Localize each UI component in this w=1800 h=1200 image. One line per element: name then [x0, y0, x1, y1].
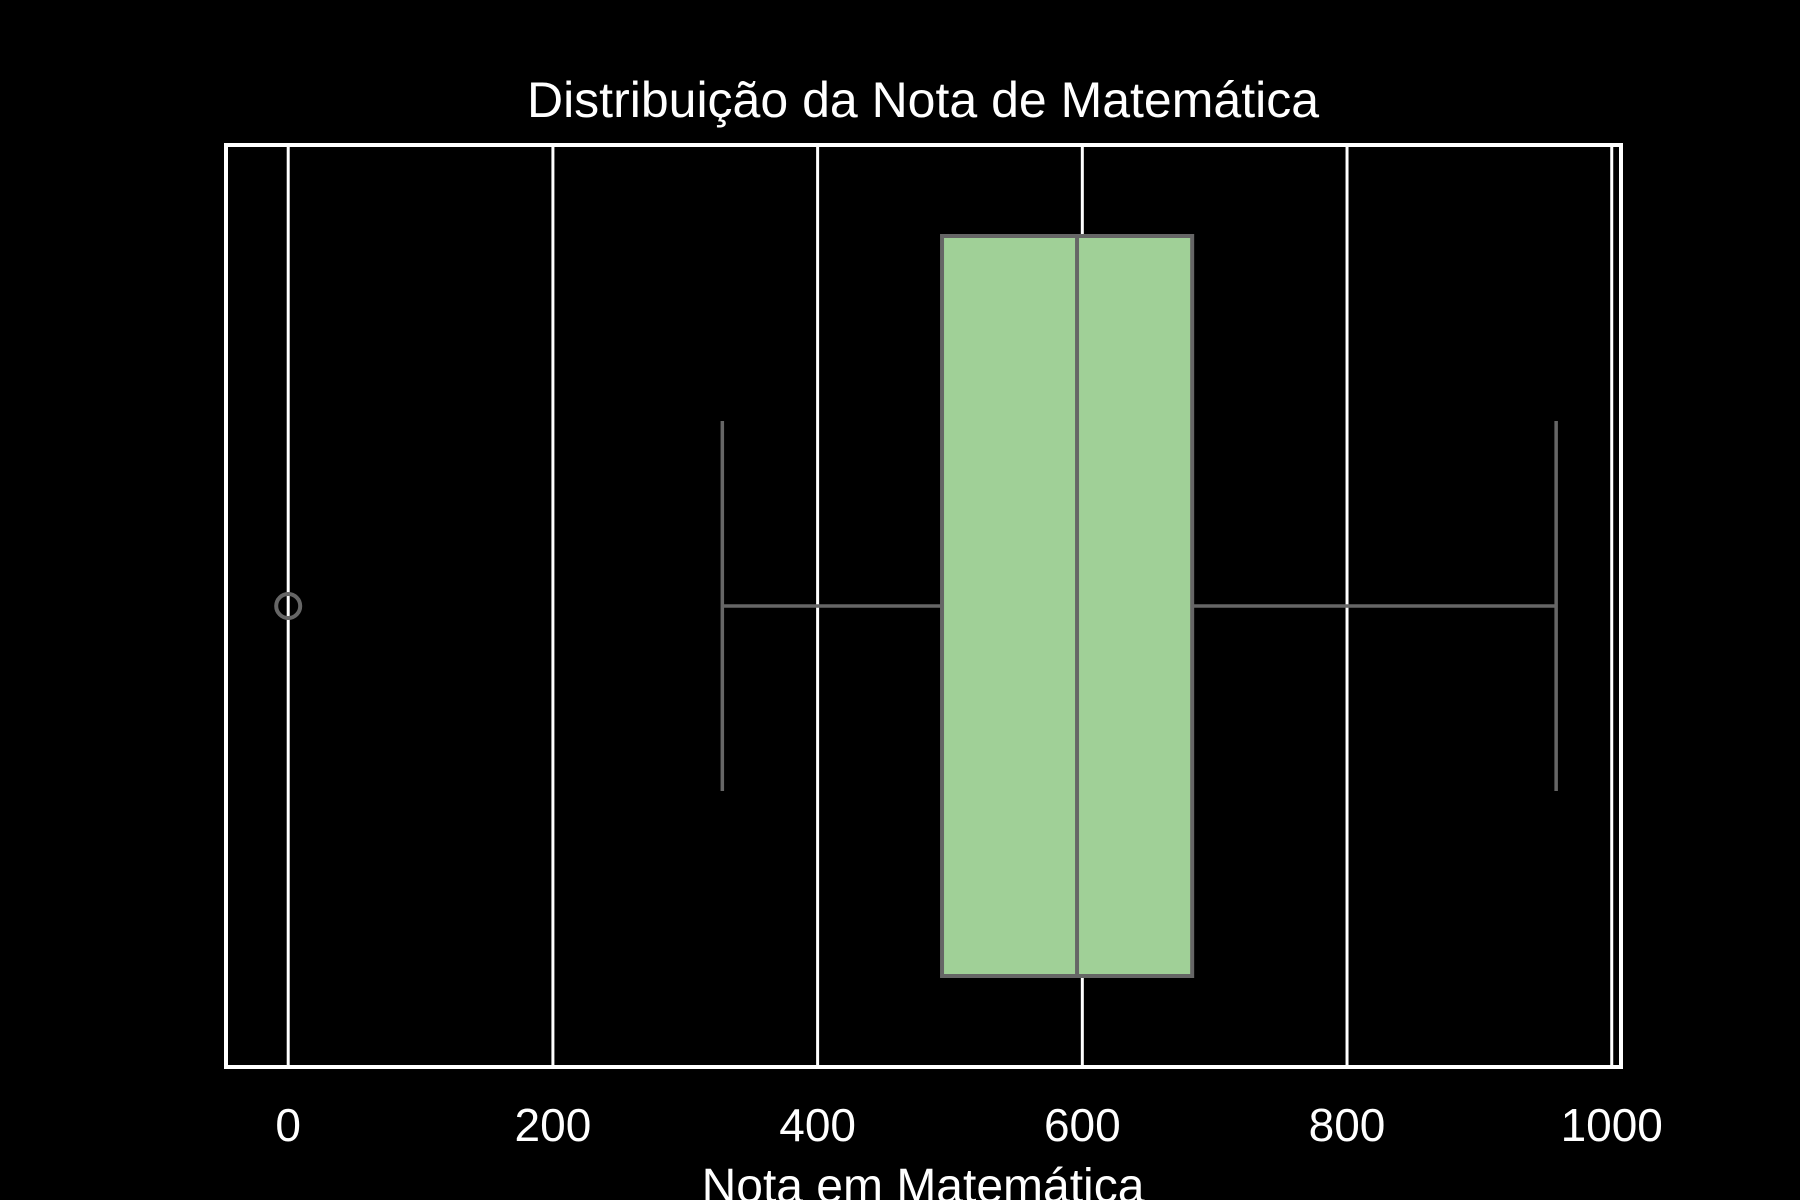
x-tick-label: 1000: [1561, 1099, 1663, 1151]
plot-frame: [224, 143, 1623, 1069]
x-tick-label: 600: [1044, 1099, 1121, 1151]
interquartile-box: [940, 234, 1195, 978]
x-tick-label: 0: [275, 1099, 301, 1151]
x-tick-label: 200: [515, 1099, 592, 1151]
box-plot: [274, 234, 1558, 978]
x-tick-labels: 0 200 400 600 800 1000: [275, 1099, 1662, 1151]
chart-title: Distribuição da Nota de Matemática: [527, 72, 1319, 128]
outlier-point: [274, 592, 303, 620]
x-axis-label: Nota em Matemática: [702, 1160, 1145, 1200]
x-tick-label: 800: [1309, 1099, 1386, 1151]
x-tick-label: 400: [779, 1099, 856, 1151]
